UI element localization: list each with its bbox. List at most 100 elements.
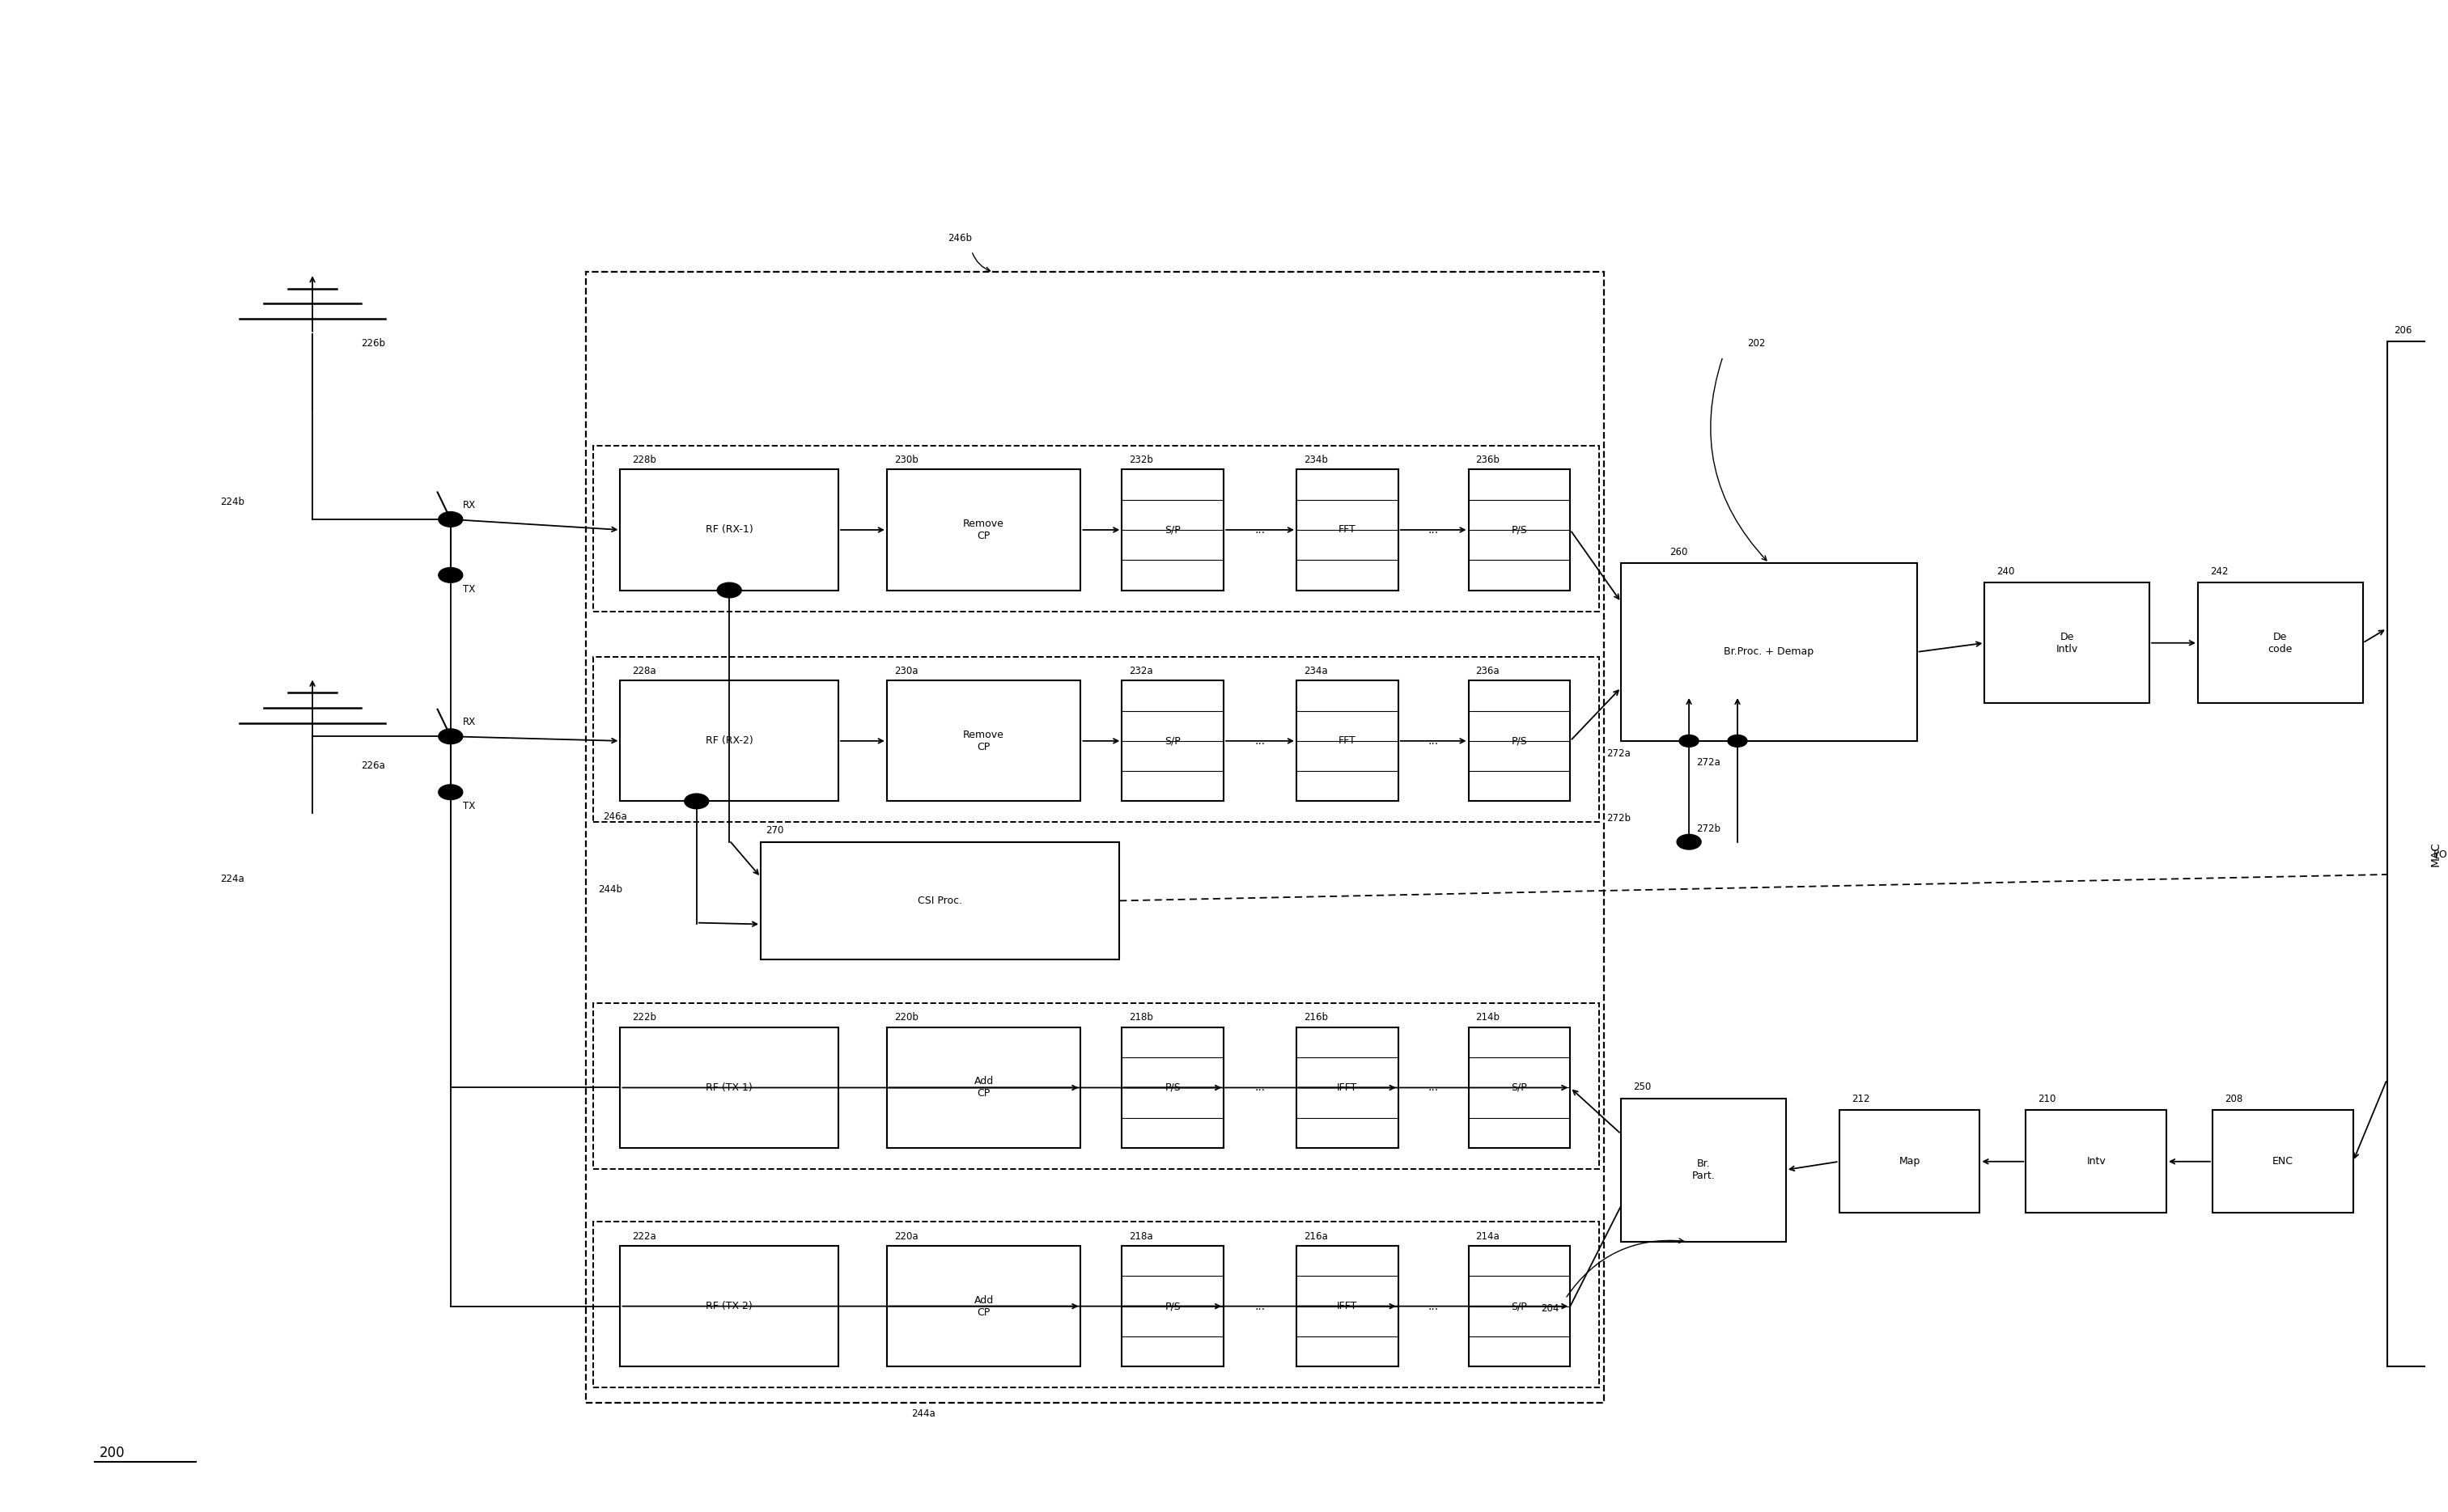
Text: 230b: 230b — [894, 455, 918, 466]
Text: 232b: 232b — [1129, 455, 1153, 466]
Text: 202: 202 — [1748, 339, 1765, 349]
Text: 240: 240 — [1998, 565, 2015, 576]
Text: CSI Proc.: CSI Proc. — [918, 895, 962, 906]
Text: 272b: 272b — [1696, 824, 1721, 835]
Text: 214b: 214b — [1476, 1013, 1501, 1022]
Text: IFFT: IFFT — [1337, 1300, 1359, 1311]
Circle shape — [685, 794, 707, 809]
Text: I/O: I/O — [2433, 848, 2448, 859]
Text: 216a: 216a — [1305, 1231, 1327, 1241]
Text: 224b: 224b — [220, 497, 245, 507]
Circle shape — [717, 582, 742, 597]
Circle shape — [1679, 735, 1699, 747]
FancyBboxPatch shape — [619, 680, 837, 801]
Text: ...: ... — [1427, 1083, 1439, 1093]
Text: P/S: P/S — [1165, 1300, 1180, 1311]
Text: ENC: ENC — [2272, 1157, 2294, 1167]
FancyBboxPatch shape — [1297, 1246, 1398, 1367]
FancyBboxPatch shape — [1838, 1110, 1980, 1213]
Text: TX: TX — [463, 584, 475, 594]
Text: 210: 210 — [2037, 1093, 2056, 1104]
Circle shape — [438, 785, 463, 800]
Circle shape — [1728, 735, 1748, 747]
FancyBboxPatch shape — [1121, 1027, 1224, 1148]
Text: Intv: Intv — [2086, 1157, 2105, 1167]
Text: RF (RX-1): RF (RX-1) — [705, 525, 754, 535]
Circle shape — [1677, 835, 1701, 850]
FancyBboxPatch shape — [886, 470, 1080, 590]
Text: ...: ... — [1256, 525, 1266, 535]
Text: 208: 208 — [2225, 1093, 2242, 1104]
Text: 232a: 232a — [1129, 665, 1153, 676]
Text: Br.
Part.: Br. Part. — [1692, 1158, 1716, 1181]
FancyBboxPatch shape — [1469, 680, 1569, 801]
Text: S/P: S/P — [1510, 1300, 1528, 1311]
Text: Remove
CP: Remove CP — [962, 730, 1004, 753]
Text: 236b: 236b — [1476, 455, 1501, 466]
Text: Add
CP: Add CP — [974, 1294, 994, 1317]
FancyBboxPatch shape — [761, 842, 1119, 960]
Text: IFFT: IFFT — [1337, 1083, 1359, 1093]
Text: 230a: 230a — [894, 665, 918, 676]
Text: 244b: 244b — [597, 885, 622, 895]
Text: Br.Proc. + Demap: Br.Proc. + Demap — [1723, 647, 1814, 658]
FancyBboxPatch shape — [886, 1027, 1080, 1148]
Text: S/P: S/P — [1165, 525, 1180, 535]
Text: De
code: De code — [2267, 632, 2294, 655]
Text: 272a: 272a — [1606, 748, 1630, 759]
Text: 246a: 246a — [602, 812, 627, 823]
Text: S/P: S/P — [1510, 1083, 1528, 1093]
Text: 224a: 224a — [220, 874, 245, 885]
Text: 260: 260 — [1670, 546, 1687, 556]
Text: 216b: 216b — [1305, 1013, 1327, 1022]
Text: 234a: 234a — [1305, 665, 1327, 676]
FancyBboxPatch shape — [1621, 1098, 1787, 1241]
Text: 236a: 236a — [1476, 665, 1501, 676]
Text: ...: ... — [1427, 525, 1439, 535]
Text: Remove
CP: Remove CP — [962, 519, 1004, 541]
Text: 222b: 222b — [632, 1013, 656, 1022]
FancyBboxPatch shape — [886, 1246, 1080, 1367]
FancyBboxPatch shape — [1621, 562, 1917, 741]
FancyBboxPatch shape — [2198, 582, 2362, 703]
Text: De
Intlv: De Intlv — [2056, 632, 2078, 655]
Text: MAC: MAC — [2431, 842, 2441, 866]
Text: 270: 270 — [766, 826, 783, 836]
Circle shape — [438, 567, 463, 582]
FancyBboxPatch shape — [2027, 1110, 2166, 1213]
Text: Map: Map — [1900, 1157, 1919, 1167]
Text: ...: ... — [1427, 1300, 1439, 1312]
FancyBboxPatch shape — [1121, 680, 1224, 801]
Text: 226a: 226a — [360, 761, 384, 771]
FancyBboxPatch shape — [1985, 582, 2149, 703]
FancyBboxPatch shape — [1121, 1246, 1224, 1367]
Text: P/S: P/S — [1510, 525, 1528, 535]
Text: 242: 242 — [2211, 565, 2228, 576]
Text: Add
CP: Add CP — [974, 1077, 994, 1099]
Text: 220a: 220a — [894, 1231, 918, 1241]
Text: 228b: 228b — [632, 455, 656, 466]
Text: 200: 200 — [100, 1445, 125, 1461]
FancyBboxPatch shape — [1469, 1027, 1569, 1148]
Text: FFT: FFT — [1339, 736, 1356, 747]
Text: 222a: 222a — [632, 1231, 656, 1241]
Text: ...: ... — [1256, 1083, 1266, 1093]
Text: RX: RX — [463, 500, 475, 510]
Text: 204: 204 — [1542, 1303, 1559, 1314]
FancyBboxPatch shape — [2213, 1110, 2353, 1213]
Text: 250: 250 — [1633, 1081, 1652, 1092]
FancyBboxPatch shape — [619, 1246, 837, 1367]
FancyBboxPatch shape — [1469, 1246, 1569, 1367]
Text: 228a: 228a — [632, 665, 656, 676]
Text: ...: ... — [1427, 735, 1439, 747]
Text: S/P: S/P — [1165, 736, 1180, 747]
Text: RF (RX-2): RF (RX-2) — [705, 736, 754, 747]
FancyBboxPatch shape — [2387, 342, 2448, 1367]
Text: 218b: 218b — [1129, 1013, 1153, 1022]
Text: P/S: P/S — [1165, 1083, 1180, 1093]
Text: 212: 212 — [1851, 1093, 1870, 1104]
Text: TX: TX — [463, 801, 475, 812]
FancyBboxPatch shape — [619, 1027, 837, 1148]
Text: 244a: 244a — [911, 1409, 935, 1420]
FancyBboxPatch shape — [1469, 470, 1569, 590]
